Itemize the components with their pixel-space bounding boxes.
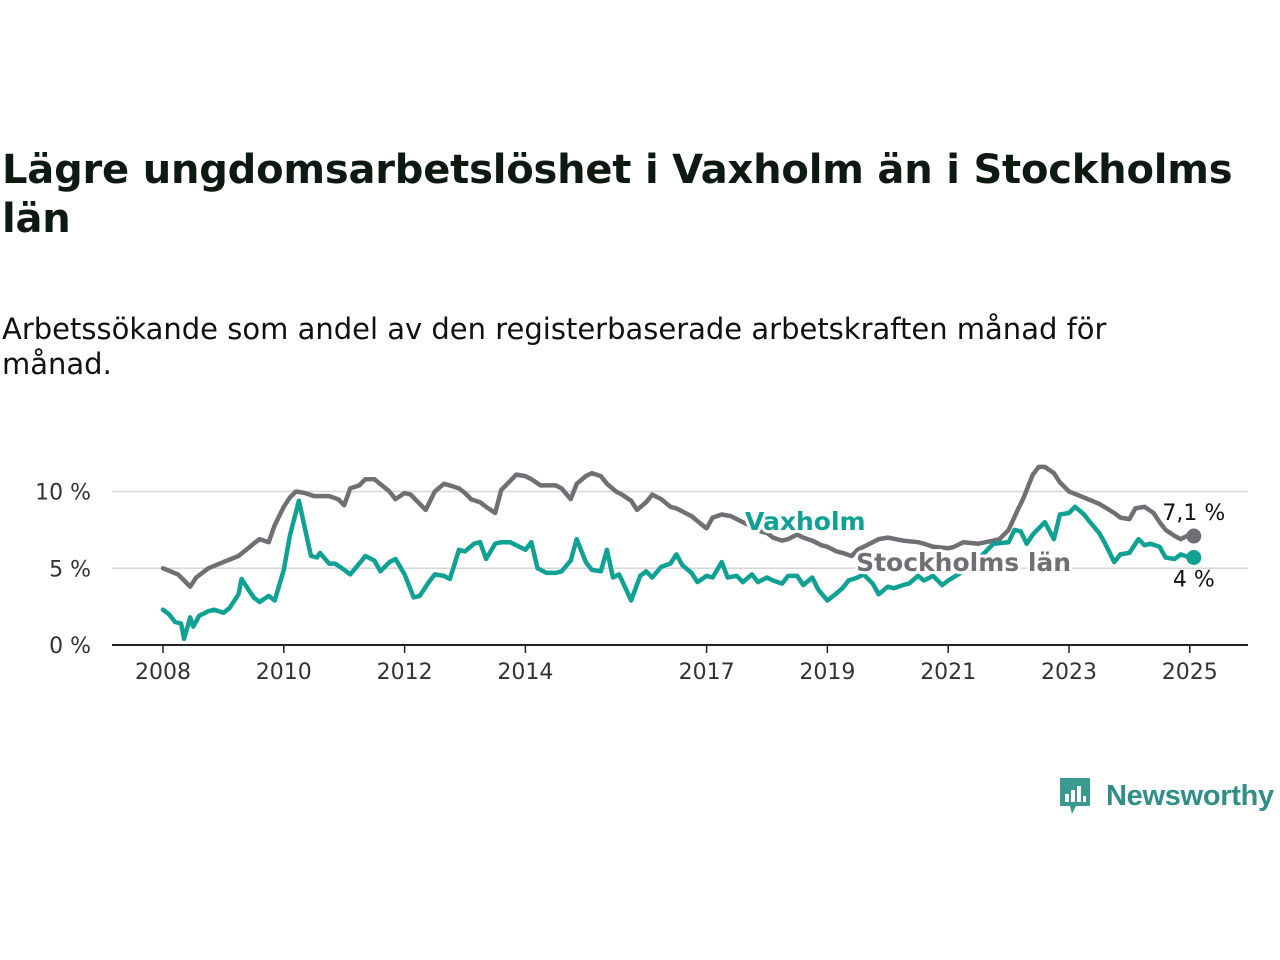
end-point-1 xyxy=(1186,550,1202,566)
x-tick-label: 2017 xyxy=(679,660,735,685)
x-axis: 2008 2010 2012 2014 2017 2019 2021 2023 2025 xyxy=(112,644,1248,685)
line-chart: 0 %5 %10 % 2008 2010 2012 2014 2017 2019 2021 2… xyxy=(35,464,1248,685)
x-tick-label: 2014 xyxy=(497,660,553,685)
gridlines: 0 % 5 % 10 % xyxy=(35,481,1248,659)
newsworthy-logo-text: Newsworthy xyxy=(1106,779,1274,812)
series-line-0 xyxy=(160,464,1193,589)
y-tick-label: 10 % xyxy=(35,481,91,506)
x-tick-label: 2025 xyxy=(1162,660,1218,685)
x-tick-label: 2012 xyxy=(377,660,433,685)
series-label-1: Vaxholm xyxy=(745,507,866,536)
x-tick-label: 2019 xyxy=(799,660,855,685)
end-value-label-0: 7,1 % xyxy=(1162,501,1225,526)
series-line-1 xyxy=(160,498,1193,642)
chart-title: Lägre ungdomsarbetslöshet i Vaxholm än i… xyxy=(2,147,1233,242)
x-tick-label: 2008 xyxy=(135,660,191,685)
series-label-0: Stockholms län xyxy=(856,548,1071,577)
x-tick-label: 2010 xyxy=(256,660,312,685)
y-tick-label: 0 % xyxy=(49,634,91,659)
x-tick-label: 2023 xyxy=(1041,660,1097,685)
chart-subtitle: Arbetssökande som andel av den registerb… xyxy=(2,312,1107,381)
newsworthy-logo-icon xyxy=(1060,778,1090,814)
series-lines xyxy=(160,464,1193,642)
end-value-label-1: 4 % xyxy=(1173,568,1215,593)
x-tick-label: 2021 xyxy=(920,660,976,685)
annotations: 7,1 % 4 % Stockholms län Vaxholm xyxy=(742,501,1225,593)
newsworthy-logo: Newsworthy xyxy=(1058,774,1274,818)
y-tick-label: 5 % xyxy=(49,557,91,582)
end-point-0 xyxy=(1186,528,1202,544)
